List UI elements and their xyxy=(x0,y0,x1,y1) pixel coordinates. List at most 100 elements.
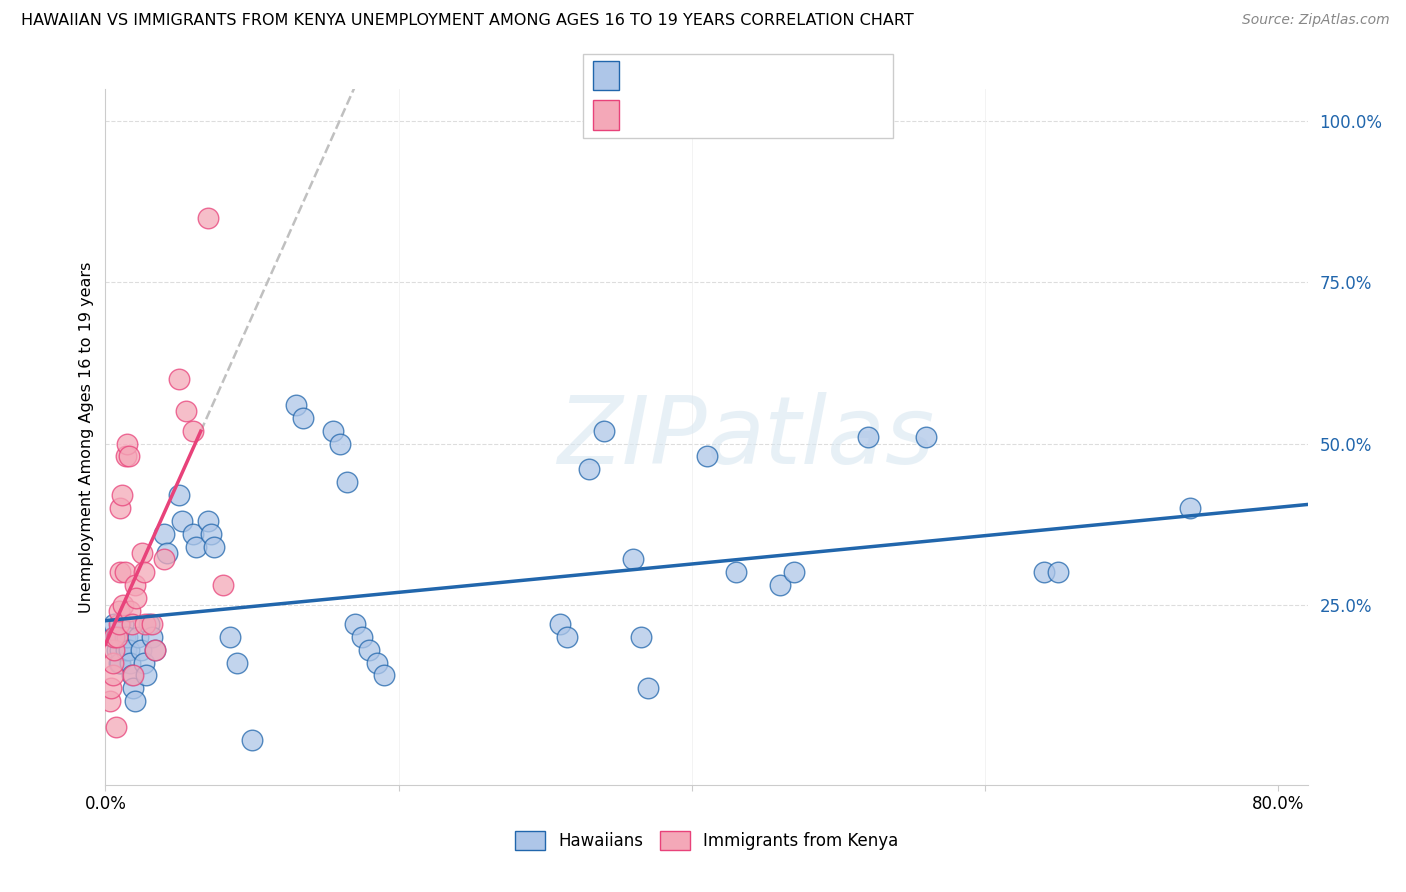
Point xyxy=(122,668,145,682)
Point xyxy=(104,720,127,734)
Point xyxy=(285,398,308,412)
Point xyxy=(724,566,747,580)
Point xyxy=(143,642,166,657)
Point xyxy=(121,616,143,631)
Point xyxy=(132,566,155,580)
Point xyxy=(114,630,136,644)
Point xyxy=(197,211,219,225)
Point xyxy=(226,656,249,670)
Point xyxy=(101,630,124,644)
Point xyxy=(186,540,208,554)
Point xyxy=(98,694,121,708)
Point xyxy=(120,656,142,670)
Point xyxy=(322,424,344,438)
Point xyxy=(211,578,233,592)
Point xyxy=(359,642,381,657)
Point xyxy=(134,616,156,631)
Point xyxy=(127,630,149,644)
Text: 0.620: 0.620 xyxy=(669,108,720,126)
Point xyxy=(153,552,176,566)
Point xyxy=(548,616,571,631)
Point xyxy=(856,430,879,444)
Point xyxy=(121,668,143,682)
Text: ZIP: ZIP xyxy=(557,392,707,483)
Point xyxy=(122,681,145,696)
Point xyxy=(1032,566,1054,580)
Point xyxy=(183,526,205,541)
Point xyxy=(114,566,136,580)
Point xyxy=(202,540,225,554)
Point xyxy=(115,450,138,464)
Text: R =: R = xyxy=(630,69,669,87)
Point xyxy=(110,488,132,502)
Point xyxy=(219,630,242,644)
Point xyxy=(132,656,155,670)
Point xyxy=(630,630,652,644)
Point xyxy=(637,681,659,696)
Point xyxy=(101,656,124,670)
Point xyxy=(115,642,138,657)
Point xyxy=(292,410,315,425)
Point xyxy=(555,630,578,644)
Point xyxy=(240,732,263,747)
Point xyxy=(578,462,600,476)
Point xyxy=(108,656,131,670)
Point xyxy=(124,578,146,592)
Point xyxy=(118,450,141,464)
Point xyxy=(153,526,176,541)
Point xyxy=(1180,500,1202,515)
Point xyxy=(118,642,141,657)
Point xyxy=(101,668,124,682)
Point xyxy=(156,546,179,560)
Point xyxy=(200,526,222,541)
Point xyxy=(366,656,388,670)
Point xyxy=(117,436,139,450)
Point xyxy=(915,430,938,444)
Point xyxy=(124,694,146,708)
Text: R =: R = xyxy=(630,108,669,126)
Point xyxy=(769,578,792,592)
Point xyxy=(108,630,131,644)
Point xyxy=(120,604,142,618)
Point xyxy=(100,681,122,696)
Text: N =: N = xyxy=(721,108,773,126)
Point xyxy=(167,488,190,502)
Point xyxy=(350,630,373,644)
Point xyxy=(104,630,127,644)
Point xyxy=(131,546,153,560)
Text: 0.192: 0.192 xyxy=(669,69,721,87)
Text: N =: N = xyxy=(721,69,773,87)
Text: 58: 58 xyxy=(761,69,783,87)
Point xyxy=(112,616,135,631)
Point xyxy=(329,436,352,450)
Point xyxy=(105,630,128,644)
Point xyxy=(174,404,197,418)
Point xyxy=(343,616,366,631)
Point xyxy=(1047,566,1070,580)
Point xyxy=(108,642,131,657)
Point xyxy=(167,372,190,386)
Point xyxy=(117,630,139,644)
Point xyxy=(107,604,129,618)
Point xyxy=(593,424,616,438)
Point xyxy=(103,642,125,657)
Point xyxy=(103,616,125,631)
Point xyxy=(107,616,129,631)
Text: 34: 34 xyxy=(761,108,783,126)
Legend: Hawaiians, Immigrants from Kenya: Hawaiians, Immigrants from Kenya xyxy=(508,824,905,856)
Point xyxy=(197,514,219,528)
Point xyxy=(783,566,806,580)
Point xyxy=(108,566,131,580)
Y-axis label: Unemployment Among Ages 16 to 19 years: Unemployment Among Ages 16 to 19 years xyxy=(79,261,94,613)
Point xyxy=(141,630,163,644)
Point xyxy=(170,514,193,528)
Point xyxy=(125,591,148,606)
Point xyxy=(695,450,717,464)
Point xyxy=(107,656,129,670)
Text: atlas: atlas xyxy=(707,392,935,483)
Point xyxy=(143,642,166,657)
Text: Source: ZipAtlas.com: Source: ZipAtlas.com xyxy=(1241,13,1389,28)
Point xyxy=(108,500,131,515)
Point xyxy=(129,642,152,657)
Point xyxy=(103,630,125,644)
